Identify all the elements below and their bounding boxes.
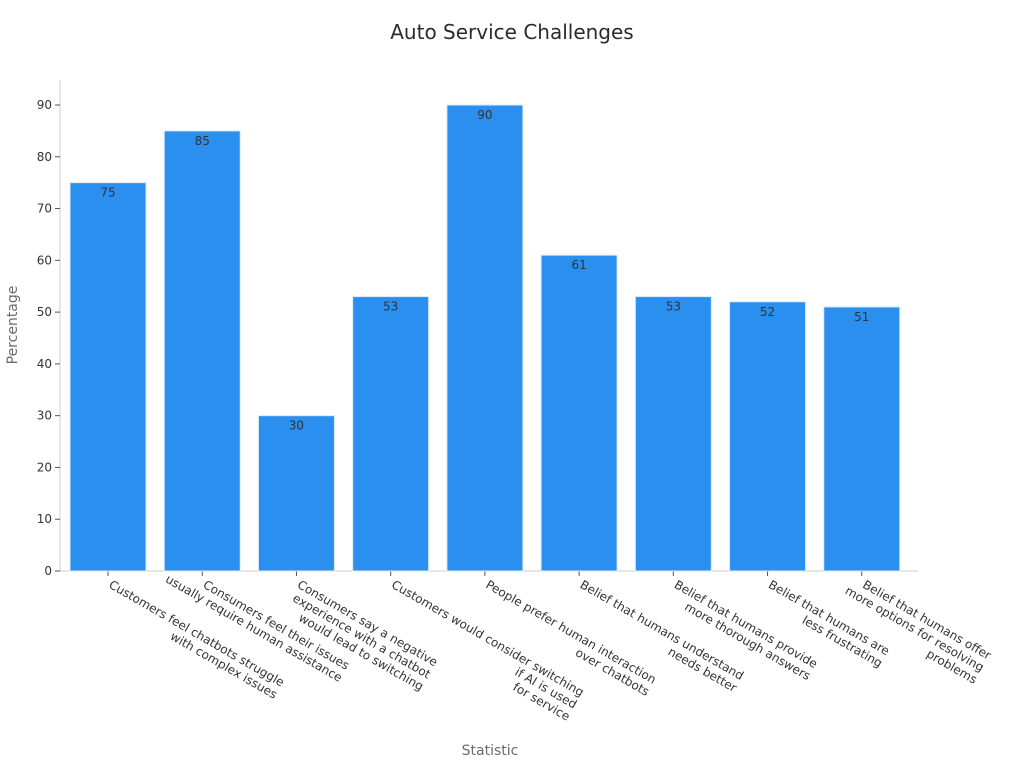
bars: 75 85 30 53 90 61 53 52 51	[69, 104, 901, 572]
y-tick-label: 60	[37, 253, 52, 267]
bar-value-label: 51	[854, 310, 869, 324]
bar	[540, 254, 618, 572]
bar	[163, 130, 241, 572]
category-labels: Customers feel chatbots strugglewith com…	[107, 572, 994, 724]
bar-value-label: 52	[760, 305, 775, 319]
bar-value-label: 30	[289, 419, 304, 433]
bar-value-label: 90	[477, 108, 492, 122]
y-tick-label: 80	[37, 150, 52, 164]
y-tick-label: 10	[37, 512, 52, 526]
y-tick-label: 30	[37, 409, 52, 423]
bar-value-label: 61	[571, 258, 586, 272]
chart-title: Auto Service Challenges	[390, 20, 634, 44]
bar	[823, 306, 901, 572]
bar	[352, 296, 430, 572]
y-axis-title: Percentage	[5, 286, 21, 365]
bar	[729, 301, 807, 572]
y-tick-label: 0	[44, 564, 52, 578]
y-tick-label: 90	[37, 98, 52, 112]
bar	[446, 104, 524, 572]
bar	[69, 182, 147, 572]
y-tick-label: 70	[37, 202, 52, 216]
y-tick-label: 20	[37, 460, 52, 474]
bar	[257, 415, 335, 572]
bar	[634, 296, 712, 572]
bar-value-label: 53	[666, 300, 681, 314]
bar-value-label: 53	[383, 300, 398, 314]
category-label: Belief that humans understandneeds bette…	[571, 577, 747, 695]
x-axis-title: Statistic	[462, 743, 519, 759]
bar-value-label: 75	[100, 186, 115, 200]
y-tick-label: 50	[37, 305, 52, 319]
y-tick-label: 40	[37, 357, 52, 371]
bar-value-label: 85	[195, 134, 210, 148]
